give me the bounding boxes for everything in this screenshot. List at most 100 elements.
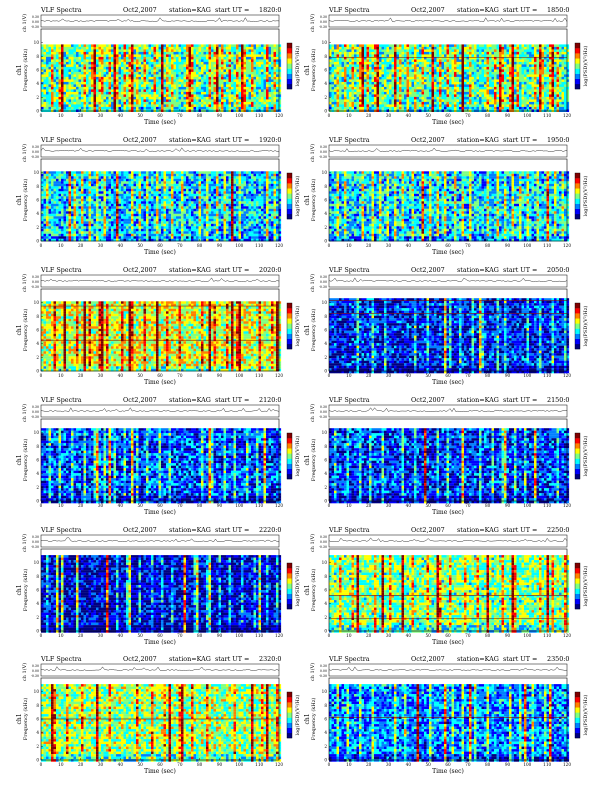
spectrogram-cell: [151, 49, 154, 52]
spectrogram-cell: [472, 89, 475, 92]
spectrogram-cell: [116, 59, 119, 62]
spectrogram-cell: [464, 102, 467, 105]
spectrogram-cell: [479, 82, 482, 85]
spectrogram-cell: [256, 94, 259, 97]
spectrogram-cell: [519, 104, 522, 107]
spectrogram-cell: [144, 79, 147, 82]
spectrogram-cell: [529, 97, 532, 100]
spectrogram-cell: [84, 52, 87, 55]
spectrogram-cell: [357, 59, 360, 62]
spectrogram-cell: [362, 62, 365, 65]
spectrogram-cell: [392, 67, 395, 70]
spectrogram-cell: [129, 82, 132, 85]
spectrogram-cell: [249, 107, 252, 110]
spectrogram-cell: [424, 69, 427, 72]
spectrogram-cell: [467, 82, 470, 85]
spectrogram-cell: [156, 82, 159, 85]
spectrogram-cell: [392, 47, 395, 50]
spectrogram-cell: [507, 62, 510, 65]
spectrogram-cell: [332, 44, 335, 47]
spectrogram-cell: [482, 57, 485, 60]
spectrogram-cell: [171, 84, 174, 87]
spectrogram-cell: [249, 59, 252, 62]
spectrogram-cell: [121, 102, 124, 105]
spectrogram-cell: [502, 109, 505, 112]
spectrogram-cell: [219, 69, 222, 72]
spectrogram-cell: [512, 94, 515, 97]
spectrogram-cell: [542, 72, 545, 75]
spectrogram-cell: [414, 52, 417, 55]
spectrogram-cell: [144, 94, 147, 97]
spectrogram-cell: [427, 92, 430, 95]
spectrogram-cell: [159, 49, 162, 52]
spectrogram-cell: [59, 77, 62, 80]
spectrogram-cell: [89, 109, 92, 112]
spectrogram-cell: [402, 69, 405, 72]
spectrogram-cell: [359, 77, 362, 80]
spectrogram-cell: [507, 49, 510, 52]
spectrogram-cell: [191, 62, 194, 65]
spectrogram-cell: [191, 82, 194, 85]
spectrogram-cell: [209, 92, 212, 95]
spectrogram-cell: [184, 44, 187, 47]
spectrogram-cell: [462, 79, 465, 82]
spectrogram-cell: [364, 87, 367, 90]
spectrogram-cell: [89, 67, 92, 70]
spectrogram-cell: [457, 89, 460, 92]
spectrogram-cell: [156, 72, 159, 75]
spectrogram-cell: [174, 54, 177, 57]
spectrogram-cell: [169, 99, 172, 102]
spectrogram-cell: [329, 109, 332, 112]
spectrogram-cell: [377, 104, 380, 107]
spectrogram-cell: [139, 69, 142, 72]
spectrogram-cell: [269, 47, 272, 50]
spectrogram-cell: [489, 87, 492, 90]
spectrogram-cell: [254, 109, 257, 112]
spectrogram-cell: [392, 107, 395, 110]
spectrogram-cell: [417, 47, 420, 50]
spectrogram-cell: [354, 92, 357, 95]
spectrogram-cell: [79, 47, 82, 50]
spectrogram-cell: [54, 109, 57, 112]
spectrogram-cell: [449, 62, 452, 65]
spectrogram-cell: [499, 94, 502, 97]
spectrogram-cell: [151, 89, 154, 92]
spectrogram-cell: [269, 97, 272, 100]
spectrogram-cell: [214, 59, 217, 62]
spectrogram-cell: [412, 49, 415, 52]
spectrogram-cell: [146, 77, 149, 80]
spectrogram-cell: [206, 77, 209, 80]
spectrogram-cell: [529, 74, 532, 77]
spectrogram-cell: [382, 87, 385, 90]
spectrogram-cell: [414, 54, 417, 57]
x-tick-label: 100: [235, 113, 243, 118]
spectrogram-cell: [374, 87, 377, 90]
spectrogram-cell: [397, 62, 400, 65]
spectrogram-cell: [504, 67, 507, 70]
spectrogram-cell: [452, 92, 455, 95]
spectrogram-cell: [79, 92, 82, 95]
spectrogram-cell: [482, 77, 485, 80]
spectrogram-cell: [91, 79, 94, 82]
spectrogram-cell: [367, 59, 370, 62]
spectrogram-cell: [534, 44, 537, 47]
spectrogram-cell: [249, 97, 252, 100]
spectrogram-cell: [444, 99, 447, 102]
spectrogram-cell: [352, 67, 355, 70]
spectrogram-cell: [339, 67, 342, 70]
spectrogram-cell: [459, 54, 462, 57]
spectrogram-cell: [532, 59, 535, 62]
spectrogram-cell: [442, 97, 445, 100]
spectrogram-cell: [174, 107, 177, 110]
spectrogram-cell: [244, 72, 247, 75]
spectrogram-cell: [51, 49, 54, 52]
spectrogram-cell: [176, 104, 179, 107]
spectrogram-cell: [514, 44, 517, 47]
spectrogram-cell: [342, 79, 345, 82]
spectrogram-cell: [69, 62, 72, 65]
spectrogram-cell: [139, 72, 142, 75]
spectrogram-cell: [269, 69, 272, 72]
spectrogram-cell: [482, 94, 485, 97]
spectrogram-cell: [234, 57, 237, 60]
spectrogram-cell: [244, 102, 247, 105]
